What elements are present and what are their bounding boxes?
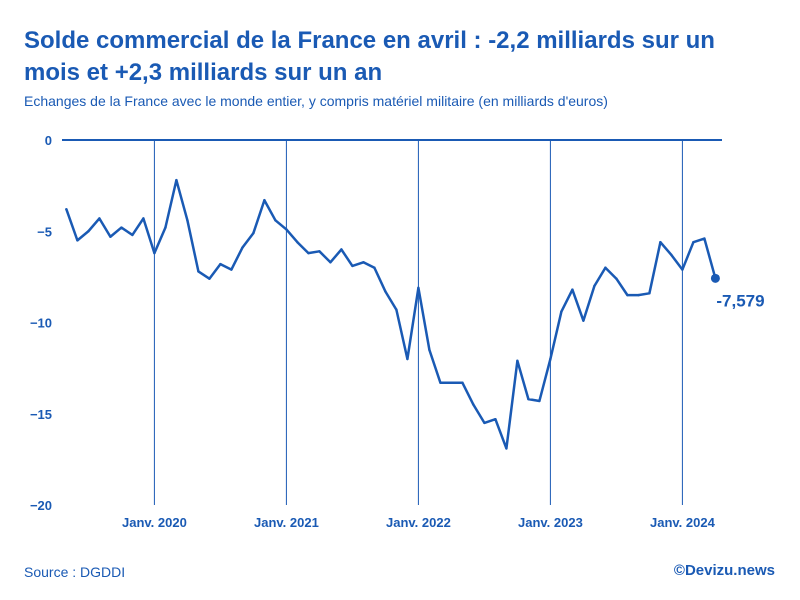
data-point	[703, 237, 706, 240]
data-point	[406, 357, 409, 361]
data-point	[692, 241, 695, 244]
credit-link[interactable]: ©Devizu.news	[673, 562, 775, 579]
last-point-marker	[710, 273, 720, 283]
data-point	[307, 251, 310, 255]
data-point	[142, 217, 145, 220]
y-tick-label: −10	[30, 316, 52, 331]
data-point	[494, 418, 497, 421]
data-point	[274, 219, 277, 222]
data-point	[516, 359, 519, 363]
source-note: Source : DGDDI	[24, 564, 126, 580]
data-point	[670, 253, 673, 257]
chart-subtitle: Echanges de la France avec le monde enti…	[24, 93, 608, 109]
chart-title-line-1: Solde commercial de la France en avril :…	[24, 27, 715, 54]
data-point	[164, 226, 167, 229]
data-point	[120, 226, 123, 229]
series-line	[65, 178, 717, 450]
data-point	[450, 381, 453, 384]
data-point	[219, 262, 222, 266]
data-point	[252, 231, 255, 235]
data-point	[384, 290, 387, 293]
data-point	[109, 235, 112, 238]
data-point	[648, 292, 651, 295]
data-point	[186, 219, 189, 222]
data-point	[153, 251, 156, 255]
data-point	[659, 241, 662, 244]
chart-title: Solde commercial de la France en avril :…	[24, 25, 715, 89]
data-point	[615, 277, 618, 280]
data-point	[626, 293, 629, 297]
x-tick-label: Janv. 2023	[518, 515, 583, 530]
data-point	[351, 264, 354, 268]
data-point	[395, 308, 398, 311]
data-point	[604, 266, 607, 269]
data-point	[131, 233, 134, 237]
data-point	[439, 381, 442, 384]
data-point	[681, 268, 684, 271]
data-point	[175, 178, 178, 182]
data-point	[98, 217, 101, 220]
data-point	[340, 248, 343, 251]
data-point	[241, 246, 244, 249]
data-point	[296, 241, 299, 244]
x-tick-label: Janv. 2020	[122, 515, 187, 530]
x-tick-label: Janv. 2022	[386, 515, 451, 530]
data-point	[560, 310, 563, 313]
data-point	[208, 277, 211, 280]
data-point	[593, 284, 596, 288]
data-point	[197, 270, 200, 273]
x-tick-label: Janv. 2024	[650, 515, 716, 530]
data-point	[65, 208, 68, 211]
data-point	[263, 199, 266, 202]
data-point	[329, 261, 332, 264]
y-tick-label: −5	[37, 224, 52, 239]
chart-title-line-2: mois et +2,3 milliards sur un an	[24, 59, 383, 86]
data-point	[538, 399, 541, 403]
data-point	[571, 288, 574, 291]
data-point	[428, 348, 431, 352]
data-point	[461, 381, 464, 384]
data-point	[549, 357, 552, 361]
data-point	[318, 250, 321, 253]
data-point	[527, 397, 530, 401]
y-tick-label: −15	[30, 407, 52, 422]
y-tick-label: −20	[30, 498, 52, 513]
y-tick-label: 0	[45, 133, 52, 148]
last-value-label: -7,579	[716, 291, 764, 310]
data-point	[362, 261, 365, 264]
data-point	[87, 230, 90, 233]
data-point	[637, 293, 640, 297]
data-point	[230, 268, 233, 271]
data-point	[285, 228, 288, 231]
data-point	[417, 286, 420, 290]
data-point	[505, 447, 508, 450]
x-tick-label: Janv. 2021	[254, 515, 319, 530]
data-point	[483, 421, 486, 425]
data-point	[472, 403, 475, 406]
data-point	[76, 239, 79, 242]
data-point	[373, 266, 376, 269]
data-point	[582, 319, 585, 322]
